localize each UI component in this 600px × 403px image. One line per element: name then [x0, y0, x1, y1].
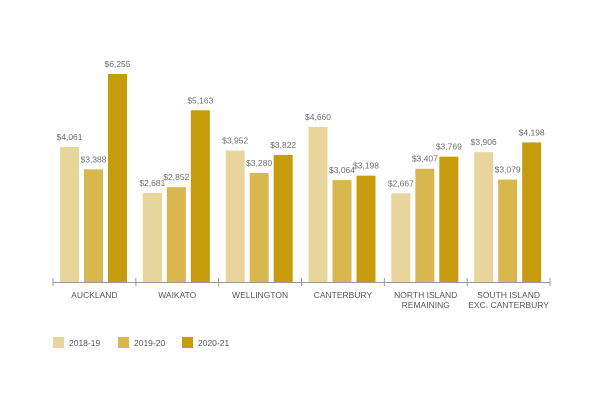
value-label: $3,407: [412, 154, 438, 164]
value-label: $2,852: [163, 172, 189, 182]
category-label: EXC. CANTERBURY: [468, 300, 549, 310]
value-label: $3,079: [495, 165, 521, 175]
category-label: NORTH ISLAND: [394, 290, 457, 300]
category-label: REMAINING: [402, 300, 450, 310]
bar-2018-19-2: [225, 150, 245, 282]
bar-2018-19-5: [474, 152, 494, 282]
bar-2020-21-1: [190, 110, 210, 282]
value-label: $4,061: [57, 132, 83, 142]
legend-swatch-2018-19: [53, 337, 64, 348]
value-label: $2,667: [388, 178, 414, 188]
bar-2019-20-0: [84, 169, 103, 282]
value-label: $3,064: [329, 165, 355, 175]
value-label: $3,388: [81, 154, 107, 164]
category-label: WAIKATO: [158, 290, 196, 300]
bar-2018-19-4: [391, 193, 411, 282]
bar-2019-20-3: [332, 180, 352, 282]
bar-2019-20-2: [249, 172, 269, 282]
value-label: $6,255: [105, 59, 131, 69]
value-label: $2,681: [139, 178, 165, 188]
legend-label: 2020-21: [198, 338, 229, 348]
value-label: $3,906: [471, 137, 497, 147]
legend-swatch-2019-20: [118, 337, 129, 348]
value-label: $3,198: [353, 161, 379, 171]
bar-2019-20-1: [166, 187, 186, 282]
bar-2018-19-3: [308, 127, 328, 282]
value-label: $3,952: [222, 136, 248, 146]
value-label: $4,660: [305, 112, 331, 122]
bar-2019-20-4: [415, 168, 435, 282]
legend-label: 2018-19: [69, 338, 100, 348]
bar-2020-21-0: [108, 74, 127, 282]
bar-2020-21-4: [439, 156, 459, 282]
value-labels-layer: $4,061 $2,681 $3,952 $4,660 $2,667 $3,906 $3,3…: [57, 59, 545, 188]
x-axis: AUCKLAND WAIKATO WELLINGTON CANTERBURY NORTH…: [52, 278, 551, 310]
value-label: $4,198: [519, 127, 545, 137]
legend: 2018-19 2019-20 2020-21: [53, 337, 229, 348]
bar-2019-20-5: [498, 179, 518, 282]
bar-2020-21-3: [356, 175, 376, 282]
value-label: $3,769: [436, 142, 462, 152]
category-label: CANTERBURY: [314, 290, 373, 300]
bar-2018-19-0: [60, 146, 79, 282]
category-label: WELLINGTON: [232, 290, 288, 300]
category-label: AUCKLAND: [71, 290, 117, 300]
value-label: $3,280: [246, 158, 272, 168]
value-label: $3,822: [270, 140, 296, 150]
category-label: SOUTH ISLAND: [477, 290, 540, 300]
bar-2020-21-5: [522, 142, 542, 282]
bar-2018-19-1: [142, 192, 162, 282]
legend-swatch-2020-21: [182, 337, 193, 348]
bar-2020-21-2: [273, 154, 293, 282]
bars-layer: [60, 74, 542, 282]
legend-label: 2019-20: [134, 338, 165, 348]
value-label: $5,163: [187, 95, 213, 105]
